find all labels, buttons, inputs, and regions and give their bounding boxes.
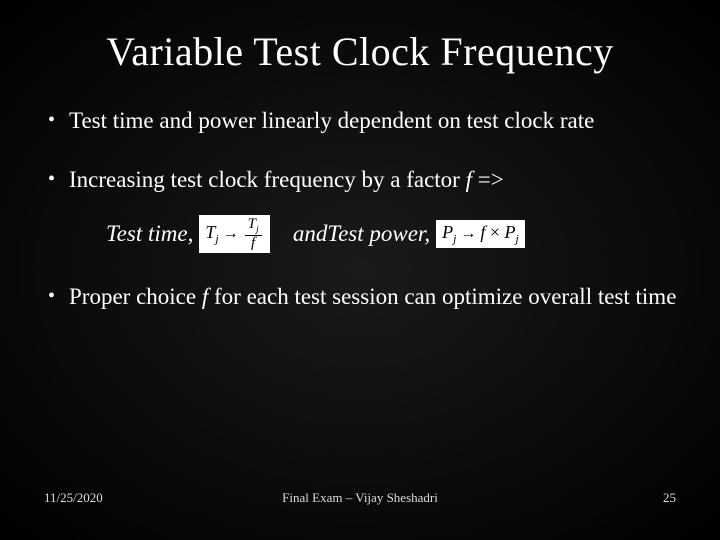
arrow-icon: → (460, 225, 476, 243)
var: P (505, 222, 516, 242)
formula-time-box: Tj → Tj f (199, 215, 269, 253)
bullet-item: • Increasing test clock frequency by a f… (48, 164, 680, 195)
fraction: Tj f (245, 217, 262, 251)
footer-center: Final Exam – Vijay Sheshadri (282, 490, 438, 506)
slide-title: Variable Test Clock Frequency (40, 28, 680, 75)
times-symbol: × (490, 222, 500, 242)
formula-mid: and (276, 221, 328, 247)
bullet-marker-icon: • (48, 283, 55, 310)
bullet-text: Increasing test clock frequency by a fac… (69, 164, 680, 195)
var: T (248, 216, 256, 232)
slide-container: Variable Test Clock Frequency • Test tim… (0, 0, 720, 540)
var: T (205, 222, 215, 242)
var: f (480, 222, 485, 242)
bullet-marker-icon: • (48, 166, 55, 193)
bullet-text: Proper choice f for each test session ca… (69, 281, 680, 312)
formula-label-time: Test time, (106, 221, 193, 247)
subscript: j (453, 233, 456, 246)
numerator: Tj (245, 217, 262, 236)
bullet-marker-icon: • (48, 107, 55, 134)
slide-footer: 11/25/2020 Final Exam – Vijay Sheshadri … (40, 490, 680, 510)
bullet-prefix: Increasing test clock frequency by a fac… (69, 167, 466, 192)
subscript: j (256, 224, 259, 235)
formula-lhs: Tj (205, 222, 218, 246)
slide-content: • Test time and power linearly dependent… (40, 105, 680, 490)
formula-lhs: Pj (442, 222, 456, 246)
bullet-suffix: for each test session can optimize overa… (208, 284, 676, 309)
formula-power-box: Pj → f × Pj (436, 220, 525, 248)
formula-line: Test time, Tj → Tj f and Test power, Pj … (106, 215, 680, 253)
footer-date: 11/25/2020 (44, 490, 103, 506)
arrow-icon: → (223, 225, 239, 243)
var: P (442, 222, 453, 242)
bullet-text: Test time and power linearly dependent o… (69, 105, 680, 136)
bullet-suffix: => (472, 167, 504, 192)
formula-label-power: Test power, (327, 221, 430, 247)
subscript: j (215, 233, 218, 246)
bullet-item: • Test time and power linearly dependent… (48, 105, 680, 136)
footer-page-number: 25 (663, 490, 676, 506)
bullet-item: • Proper choice f for each test session … (48, 281, 680, 312)
bullet-prefix: Proper choice (69, 284, 202, 309)
and-text: and (287, 221, 327, 246)
subscript: j (516, 233, 519, 246)
denominator: f (248, 236, 258, 251)
formula-rhs: f × Pj (480, 222, 518, 246)
